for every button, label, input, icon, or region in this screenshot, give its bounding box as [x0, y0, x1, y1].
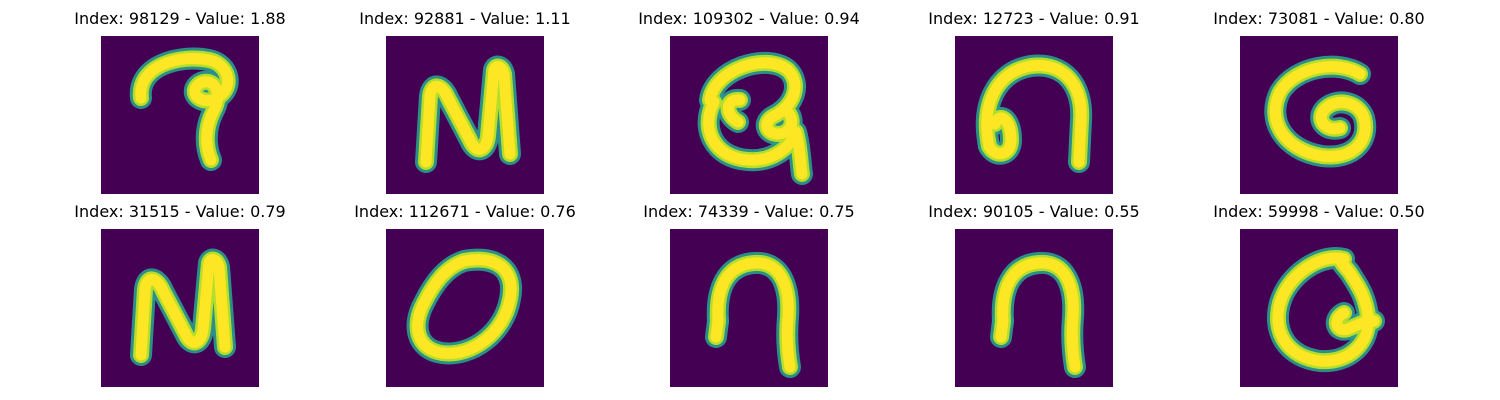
digit-stroke	[1331, 307, 1380, 336]
image-panel-10: Index: 59998 - Value: 0.50	[1189, 201, 1449, 387]
image-panel-7: Index: 112671 - Value: 0.76	[335, 201, 595, 387]
panel-title: Index: 112671 - Value: 0.76	[354, 202, 576, 221]
image-panel-5: Index: 73081 - Value: 0.80	[1189, 8, 1449, 194]
digit-stroke	[703, 96, 808, 180]
digit-svg	[955, 36, 1113, 194]
digit-image	[955, 36, 1113, 194]
digit-svg	[386, 229, 544, 387]
digit-image	[386, 229, 544, 387]
digit-stroke	[412, 254, 517, 359]
image-panel-3: Index: 109302 - Value: 0.94	[619, 8, 879, 194]
digit-svg	[955, 229, 1113, 387]
digit-image	[386, 36, 544, 194]
panel-title: Index: 74339 - Value: 0.75	[643, 202, 855, 221]
panel-title: Index: 73081 - Value: 0.80	[1213, 9, 1425, 28]
digit-stroke	[995, 315, 1009, 343]
digit-svg	[386, 36, 544, 194]
digit-image	[1240, 229, 1398, 387]
image-panel-6: Index: 31515 - Value: 0.79	[50, 201, 310, 387]
image-panel-1: Index: 98129 - Value: 1.88	[50, 8, 310, 194]
digit-svg	[1240, 229, 1398, 387]
digit-stroke	[723, 94, 746, 128]
digit-stroke	[981, 60, 1087, 168]
digit-stroke	[704, 57, 801, 140]
image-panel-9: Index: 90105 - Value: 0.55	[904, 201, 1164, 387]
image-panel-2: Index: 92881 - Value: 1.11	[335, 8, 595, 194]
digit-image	[670, 36, 828, 194]
panel-title: Index: 92881 - Value: 1.11	[359, 9, 571, 28]
digit-svg	[101, 229, 259, 387]
digit-stroke	[983, 112, 1017, 160]
digit-stroke	[135, 254, 231, 361]
digit-image	[1240, 36, 1398, 194]
digit-image	[670, 229, 828, 387]
digit-stroke	[1269, 61, 1371, 162]
digit-image	[101, 36, 259, 194]
digit-svg	[670, 229, 828, 387]
digit-svg	[1240, 36, 1398, 194]
digit-stroke	[135, 53, 234, 166]
digit-svg	[670, 36, 828, 194]
image-panel-8: Index: 74339 - Value: 0.75	[619, 201, 879, 387]
panel-title: Index: 98129 - Value: 1.88	[74, 9, 286, 28]
panel-title: Index: 59998 - Value: 0.50	[1213, 202, 1425, 221]
digit-stroke	[710, 315, 724, 343]
panel-title: Index: 90105 - Value: 0.55	[928, 202, 1140, 221]
digit-stroke	[997, 257, 1081, 373]
panel-title: Index: 109302 - Value: 0.94	[638, 9, 860, 28]
panel-title: Index: 12723 - Value: 0.91	[928, 9, 1140, 28]
panel-title: Index: 31515 - Value: 0.79	[74, 202, 286, 221]
digit-stroke	[712, 257, 796, 373]
digit-image	[101, 229, 259, 387]
digit-stroke	[1272, 252, 1374, 367]
image-panel-4: Index: 12723 - Value: 0.91	[904, 8, 1164, 194]
digit-stroke	[420, 61, 516, 168]
digit-image	[955, 229, 1113, 387]
digit-svg	[101, 36, 259, 194]
